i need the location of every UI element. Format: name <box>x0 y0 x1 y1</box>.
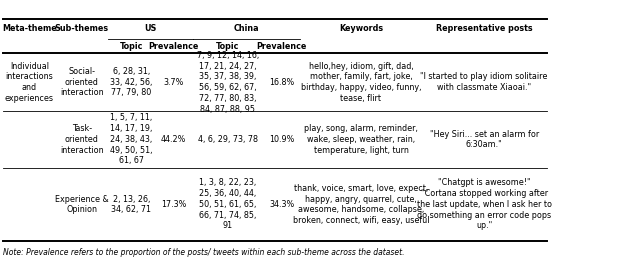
Text: Topic: Topic <box>120 42 143 50</box>
Text: US: US <box>144 24 157 33</box>
Text: 2, 13, 26,
34, 62, 71: 2, 13, 26, 34, 62, 71 <box>111 195 151 214</box>
Text: Prevalence: Prevalence <box>148 42 198 50</box>
Text: Prevalence: Prevalence <box>257 42 307 50</box>
Text: 3.7%: 3.7% <box>163 78 184 87</box>
Text: 1, 5, 7, 11,
14, 17, 19,
24, 38, 43,
49, 50, 51,
61, 67: 1, 5, 7, 11, 14, 17, 19, 24, 38, 43, 49,… <box>110 113 152 165</box>
Text: Individual
interactions
and
experiences: Individual interactions and experiences <box>5 62 54 103</box>
Text: Experience &
Opinion: Experience & Opinion <box>55 195 109 214</box>
Text: 44.2%: 44.2% <box>161 135 186 144</box>
Text: "I started to play idiom solitaire
with classmate Xiaoai.": "I started to play idiom solitaire with … <box>420 72 548 92</box>
Text: thank, voice, smart, love, expect,
happy, angry, quarrel, cute,
awesome, handsom: thank, voice, smart, love, expect, happy… <box>292 184 429 225</box>
Text: 6, 28, 31,
33, 42, 56,
77, 79, 80: 6, 28, 31, 33, 42, 56, 77, 79, 80 <box>110 67 152 97</box>
Text: 34.3%: 34.3% <box>269 200 294 209</box>
Text: Sub-themes: Sub-themes <box>55 24 109 33</box>
Text: 7, 9, 12, 14, 16,
17, 21, 24, 27,
35, 37, 38, 39,
56, 59, 62, 67,
72, 77, 80, 83: 7, 9, 12, 14, 16, 17, 21, 24, 27, 35, 37… <box>196 51 259 114</box>
Text: Representative posts: Representative posts <box>436 24 532 33</box>
Text: Social-
oriented
interaction: Social- oriented interaction <box>60 67 104 97</box>
Text: Topic: Topic <box>216 42 239 50</box>
Text: Note: Prevalence refers to the proportion of the posts/ tweets within each sub-t: Note: Prevalence refers to the proportio… <box>3 248 404 257</box>
Text: 16.8%: 16.8% <box>269 78 294 87</box>
Text: 1, 3, 8, 22, 23,
25, 36, 40, 44,
50, 51, 61, 65,
66, 71, 74, 85,
91: 1, 3, 8, 22, 23, 25, 36, 40, 44, 50, 51,… <box>199 178 257 230</box>
Text: hello,hey, idiom, gift, dad,
mother, family, fart, joke,
birthday, happy, video,: hello,hey, idiom, gift, dad, mother, fam… <box>301 62 421 103</box>
Text: 17.3%: 17.3% <box>161 200 186 209</box>
Text: Task-
oriented
interaction: Task- oriented interaction <box>60 124 104 155</box>
Text: play, song, alarm, reminder,
wake, sleep, weather, rain,
temperature, light, tur: play, song, alarm, reminder, wake, sleep… <box>304 124 418 155</box>
Text: "Chatgpt is awesome!"
"Cortana stopped working after
the last update, when I ask: "Chatgpt is awesome!" "Cortana stopped w… <box>417 178 552 230</box>
Text: Keywords: Keywords <box>339 24 383 33</box>
Text: "Hey Siri... set an alarm for
6:30am.": "Hey Siri... set an alarm for 6:30am." <box>429 129 539 149</box>
Text: China: China <box>234 24 259 33</box>
Text: 4, 6, 29, 73, 78: 4, 6, 29, 73, 78 <box>198 135 258 144</box>
Text: 10.9%: 10.9% <box>269 135 294 144</box>
Text: Meta-theme: Meta-theme <box>2 24 57 33</box>
